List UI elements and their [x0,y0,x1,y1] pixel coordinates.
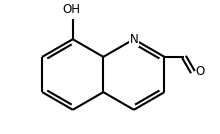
Text: N: N [130,33,138,46]
Text: OH: OH [63,3,81,16]
Text: O: O [195,65,205,78]
